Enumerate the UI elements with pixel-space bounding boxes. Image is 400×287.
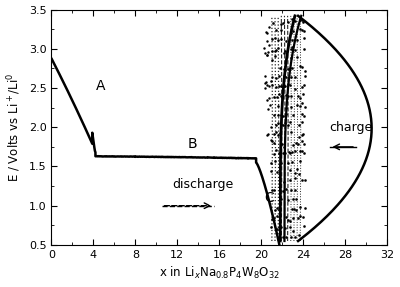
Y-axis label: E / Volts vs Li$^+$/Li$^0$: E / Volts vs Li$^+$/Li$^0$: [6, 73, 23, 182]
Text: discharge: discharge: [172, 179, 233, 191]
Text: B: B: [188, 137, 198, 152]
Text: A: A: [96, 79, 105, 93]
X-axis label: x in Li$_x$Na$_{0.8}$P$_4$W$_8$O$_{32}$: x in Li$_x$Na$_{0.8}$P$_4$W$_8$O$_{32}$: [159, 265, 280, 282]
Text: charge: charge: [330, 121, 373, 134]
Text: C: C: [264, 191, 274, 205]
